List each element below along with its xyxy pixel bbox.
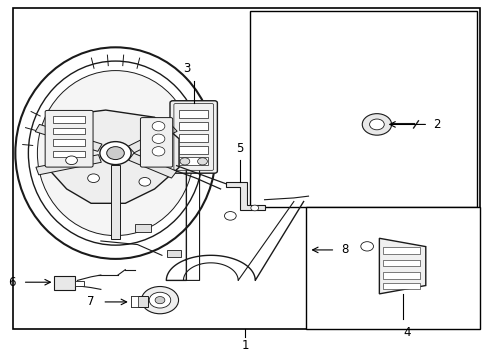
Polygon shape (379, 238, 426, 294)
Bar (53, 151, 85, 157)
Bar (54, 276, 75, 290)
Ellipse shape (37, 71, 194, 236)
Text: 4: 4 (404, 326, 411, 339)
Bar (179, 146, 208, 154)
Bar (167, 250, 180, 257)
Text: 6: 6 (8, 276, 15, 289)
Circle shape (88, 174, 99, 183)
Polygon shape (35, 124, 102, 151)
Circle shape (224, 212, 236, 220)
Circle shape (155, 297, 165, 304)
Bar (179, 122, 208, 130)
Text: 7: 7 (88, 296, 95, 309)
FancyBboxPatch shape (141, 118, 172, 167)
Polygon shape (128, 125, 177, 153)
Bar (75, 281, 84, 286)
Circle shape (100, 141, 131, 165)
Polygon shape (36, 155, 101, 175)
Bar (13, 8, 480, 329)
Bar (383, 272, 420, 279)
Circle shape (149, 292, 171, 308)
Bar (383, 260, 420, 266)
Bar (131, 296, 148, 307)
Circle shape (152, 147, 165, 156)
Bar (53, 116, 85, 123)
Circle shape (369, 119, 384, 130)
Bar (383, 283, 420, 289)
Bar (131, 296, 139, 307)
Bar (179, 134, 208, 142)
Circle shape (139, 177, 151, 186)
Text: 2: 2 (433, 118, 441, 131)
Bar (306, 207, 480, 329)
Bar (179, 110, 208, 118)
Polygon shape (128, 153, 177, 178)
Text: 8: 8 (342, 243, 349, 256)
Circle shape (66, 156, 77, 165)
Text: 5: 5 (237, 142, 244, 155)
Circle shape (107, 147, 124, 159)
Polygon shape (226, 182, 265, 211)
Text: 1: 1 (241, 339, 249, 352)
Polygon shape (47, 110, 179, 203)
Bar (250, 12, 477, 207)
Text: 3: 3 (183, 62, 190, 75)
Circle shape (152, 134, 165, 143)
Circle shape (361, 242, 373, 251)
Bar (179, 157, 208, 165)
FancyBboxPatch shape (170, 101, 218, 173)
Bar (135, 224, 151, 232)
Circle shape (197, 158, 207, 165)
Bar (53, 128, 85, 134)
Polygon shape (111, 165, 121, 239)
Circle shape (152, 122, 165, 131)
Bar (53, 139, 85, 146)
Bar (383, 247, 420, 253)
FancyBboxPatch shape (45, 111, 93, 167)
Circle shape (142, 287, 178, 314)
Circle shape (251, 205, 259, 211)
Circle shape (180, 158, 190, 165)
Circle shape (362, 114, 392, 135)
